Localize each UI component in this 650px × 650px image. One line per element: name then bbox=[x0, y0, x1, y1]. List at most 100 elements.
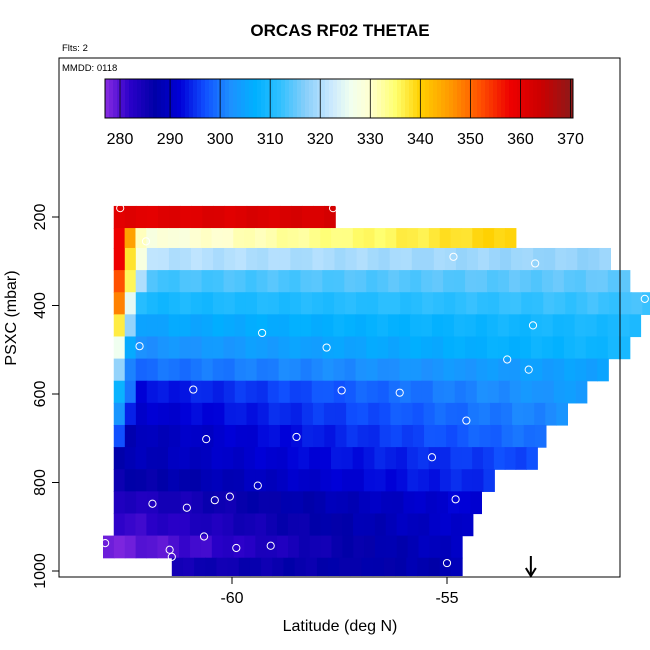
heatmap-cell bbox=[381, 491, 393, 515]
heatmap-cell bbox=[385, 469, 398, 492]
heatmap-cell bbox=[289, 380, 302, 404]
colorbar-segment bbox=[473, 79, 478, 118]
heatmap-cell bbox=[383, 557, 396, 577]
heatmap-cell bbox=[233, 447, 245, 470]
heatmap-cell bbox=[268, 247, 280, 271]
heatmap-cell bbox=[607, 270, 620, 293]
heatmap-cell bbox=[364, 513, 376, 537]
heatmap-cell bbox=[336, 491, 349, 515]
heatmap-cell bbox=[552, 270, 565, 293]
heatmap-cell bbox=[235, 205, 248, 229]
heatmap-cell bbox=[135, 247, 148, 271]
heatmap-cell bbox=[313, 424, 325, 448]
heatmap-cell bbox=[267, 270, 280, 293]
heatmap-cell bbox=[168, 469, 180, 492]
heatmap-cell bbox=[309, 447, 321, 470]
heatmap-cell bbox=[246, 205, 259, 229]
heatmap-cell bbox=[367, 247, 380, 271]
colorbar-segment bbox=[289, 79, 294, 118]
heatmap-cell bbox=[200, 513, 213, 537]
heatmap-cell bbox=[476, 336, 488, 360]
heatmap-cell bbox=[418, 513, 430, 537]
colorbar-tick-label: 300 bbox=[207, 131, 234, 148]
heatmap-cell bbox=[414, 491, 427, 515]
colorbar-segment bbox=[189, 79, 194, 118]
heatmap-cell bbox=[333, 380, 346, 404]
heatmap-cell bbox=[201, 380, 214, 404]
heatmap-cell bbox=[224, 205, 237, 229]
heatmap-cell bbox=[124, 513, 137, 537]
sample-points bbox=[101, 204, 649, 568]
heatmap-cell bbox=[451, 535, 463, 559]
heatmap-cell bbox=[254, 447, 267, 470]
heatmap-cell bbox=[200, 228, 213, 249]
heatmap-cell bbox=[179, 314, 192, 338]
colorbar-segment bbox=[105, 79, 110, 118]
heatmap-cell bbox=[363, 447, 375, 470]
heatmap-cell bbox=[435, 424, 447, 448]
heatmap-cell bbox=[512, 424, 525, 448]
heatmap-cell bbox=[276, 228, 289, 249]
heatmap-cell bbox=[585, 270, 598, 293]
heatmap-cell bbox=[245, 314, 258, 338]
heatmap-cell bbox=[190, 380, 203, 404]
heatmap-cell bbox=[487, 358, 499, 382]
heatmap-cell bbox=[456, 402, 469, 426]
heatmap-cell bbox=[390, 402, 403, 426]
sample-point bbox=[427, 453, 437, 462]
heatmap-cell bbox=[157, 358, 170, 382]
heatmap-cell bbox=[585, 314, 598, 338]
heatmap-cell bbox=[168, 292, 181, 315]
heatmap-cell bbox=[257, 402, 270, 426]
heatmap-cell bbox=[372, 557, 385, 577]
heatmap-cell bbox=[607, 314, 620, 338]
heatmap-cell bbox=[618, 314, 631, 338]
colorbar-segment bbox=[345, 79, 350, 118]
heatmap-cell bbox=[212, 270, 225, 293]
heatmap-cell bbox=[379, 424, 392, 448]
heatmap-cell bbox=[361, 557, 374, 577]
colorbar-segment bbox=[497, 79, 502, 118]
colorbar-segment bbox=[201, 79, 206, 118]
heatmap-cell bbox=[113, 491, 126, 515]
heatmap-cell bbox=[257, 247, 269, 271]
heatmap-cell bbox=[278, 336, 291, 360]
heatmap-cell bbox=[245, 380, 258, 404]
heatmap-cell bbox=[113, 402, 126, 426]
heatmap-cell bbox=[280, 491, 293, 515]
x-axis-label: Latitude (deg N) bbox=[283, 618, 398, 635]
heatmap-cell bbox=[287, 228, 300, 249]
heatmap-cell bbox=[257, 424, 270, 448]
heatmap-cell bbox=[428, 557, 441, 577]
heatmap-cell bbox=[211, 228, 224, 249]
heatmap-cell bbox=[157, 314, 170, 338]
heatmap-cell bbox=[618, 270, 631, 293]
heatmap-cell bbox=[355, 270, 367, 293]
heatmap-cell bbox=[411, 292, 423, 315]
heatmap-cell bbox=[279, 424, 292, 448]
heatmap-cell bbox=[124, 247, 137, 271]
heatmap-cell bbox=[377, 380, 390, 404]
sample-point bbox=[116, 204, 125, 213]
heatmap-cell bbox=[575, 358, 587, 382]
heatmap-cell bbox=[124, 424, 137, 448]
colorbar-segment bbox=[541, 79, 546, 118]
colorbar-segment bbox=[265, 79, 270, 118]
heatmap-cell bbox=[279, 402, 292, 426]
heatmap-cell bbox=[179, 270, 192, 293]
heatmap-cell bbox=[355, 358, 368, 382]
heatmap-cell bbox=[113, 513, 126, 537]
heatmap-cell bbox=[213, 424, 226, 448]
heatmap-cell bbox=[436, 491, 449, 515]
heatmap-cell bbox=[233, 513, 245, 537]
heatmap-cell bbox=[563, 270, 576, 293]
heatmap-cell bbox=[255, 469, 267, 492]
heatmap-cell bbox=[202, 491, 215, 515]
heatmap-cell bbox=[178, 228, 191, 249]
heatmap-cell bbox=[279, 205, 292, 229]
heatmap-cell bbox=[222, 228, 234, 249]
heatmap-cell bbox=[333, 270, 345, 293]
heatmap-cell bbox=[410, 336, 422, 360]
heatmap-cell bbox=[233, 469, 245, 492]
heatmap-cell bbox=[244, 447, 256, 470]
